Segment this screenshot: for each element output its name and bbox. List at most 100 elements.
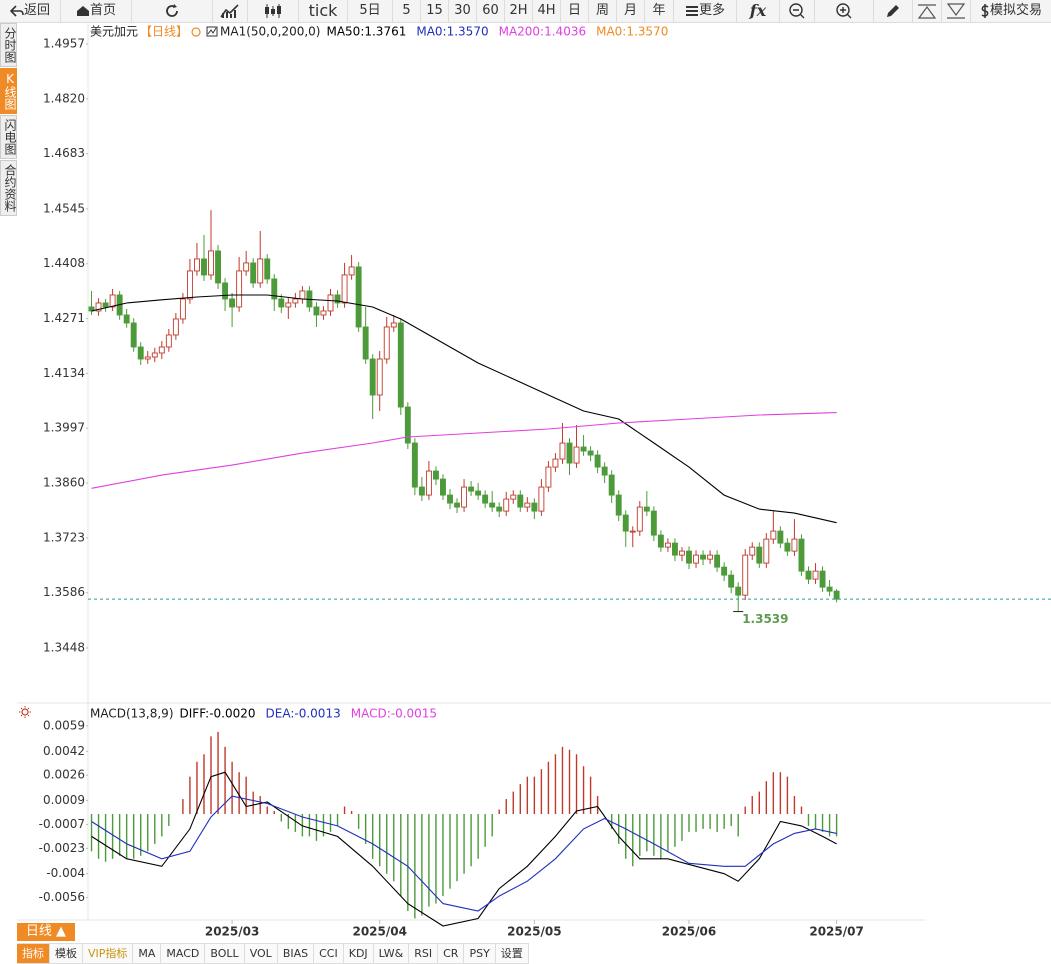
more-button[interactable]: 更多 — [674, 0, 737, 22]
icon — [166, 3, 178, 17]
indicator-tab[interactable]: PSY — [464, 943, 496, 964]
back-button[interactable]: 返回 — [0, 0, 61, 22]
period-button[interactable]: 周 — [589, 0, 617, 22]
indicator-tab[interactable]: RSI — [409, 943, 439, 964]
period-tick[interactable]: tick — [299, 0, 348, 22]
chart-type-button[interactable] — [213, 0, 248, 22]
indicator-line — [91, 795, 837, 912]
period-button[interactable]: 2H — [505, 0, 533, 22]
candle-body — [496, 506, 503, 512]
candle-body — [425, 470, 432, 496]
tab-contract[interactable]: 合约资料 — [0, 160, 17, 216]
indicator-tab[interactable]: LW& — [373, 943, 410, 964]
candle-body — [172, 318, 179, 336]
x-tick-label: 2025/05 — [507, 925, 561, 939]
candle-body — [770, 530, 777, 540]
candle-body — [440, 478, 446, 496]
y-tick-label: -0.0023 — [39, 841, 85, 855]
period-button[interactable]: 30 — [449, 0, 477, 22]
tab-timeshare[interactable]: 分时图 — [0, 23, 17, 67]
label: 更多 — [698, 3, 725, 18]
period: 【日线】 — [140, 25, 188, 39]
candle-body — [538, 486, 545, 512]
icon — [265, 3, 281, 18]
icon — [887, 4, 899, 17]
icon — [981, 3, 989, 18]
candle-body — [285, 302, 292, 308]
legend-entry: MA0:1.3570 — [416, 25, 488, 39]
period-button[interactable]: 日 — [561, 0, 589, 22]
period-button[interactable]: 60 — [477, 0, 505, 22]
up-button[interactable] — [913, 0, 942, 22]
zoom-in[interactable] — [815, 0, 874, 22]
candle-body — [158, 346, 165, 354]
period-button[interactable]: 月 — [617, 0, 645, 22]
zoom-out[interactable] — [780, 0, 815, 22]
indicator-tab[interactable]: MACD — [161, 943, 206, 964]
candle-body — [587, 450, 594, 456]
label: 5日 — [359, 3, 381, 18]
indicator-tab[interactable]: 模板 — [50, 943, 83, 964]
candle-body — [594, 454, 601, 468]
candle-body — [735, 586, 742, 596]
candle-body — [636, 506, 643, 532]
refresh-button[interactable] — [132, 0, 213, 22]
indicator-tab[interactable]: CCI — [314, 943, 344, 964]
y-tick-label: -0.0007 — [39, 817, 85, 831]
indicator-tab[interactable]: VIP指标 — [83, 943, 134, 964]
indicator-tab[interactable]: CR — [438, 943, 465, 964]
candle-body — [369, 358, 376, 396]
indicator-tab[interactable]: BIAS — [277, 943, 315, 964]
label: 日 — [567, 3, 581, 18]
y-tick-label: 0.0009 — [43, 793, 85, 807]
indicator-tab[interactable]: 设置 — [495, 943, 529, 964]
candle-body — [650, 510, 657, 536]
indicator-tab[interactable]: BOLL — [205, 943, 245, 964]
candle-body — [700, 554, 707, 560]
candle-body — [812, 570, 819, 580]
indicator-tab[interactable]: VOL — [244, 943, 278, 964]
candle-body — [721, 566, 728, 576]
period-5d[interactable]: 5日 — [348, 0, 393, 22]
candle-button[interactable] — [248, 0, 299, 22]
chart: 1.4957 1.4820 1.4683 1.4545 1.4408 1.4271 1.41… — [17, 23, 1051, 939]
period-button[interactable]: 4H — [533, 0, 561, 22]
indicator-tab[interactable]: MA — [133, 943, 162, 964]
macd-settings-icon[interactable] — [19, 706, 31, 718]
candle-body — [693, 554, 699, 564]
candle-body — [299, 290, 306, 300]
indicator-tab[interactable]: 指标 — [17, 943, 50, 964]
candle-body — [411, 442, 418, 488]
period-selector[interactable]: 日线 ▲ — [17, 923, 75, 941]
y-tick-label: 1.3448 — [43, 640, 85, 654]
home-button[interactable]: 首页 — [61, 0, 132, 22]
down-button[interactable] — [942, 0, 971, 22]
sim-trade[interactable]: 模拟交易 — [971, 0, 1051, 22]
tab-flash[interactable]: 闪电图 — [0, 115, 17, 159]
indicator-tab[interactable]: KDJ — [343, 943, 374, 964]
period-button[interactable]: 年 — [645, 0, 674, 22]
icon — [220, 3, 239, 18]
y-tick-label: 1.4957 — [43, 37, 85, 51]
period-button[interactable]: 5 — [393, 0, 421, 22]
x-tick-label: 2025/07 — [809, 925, 863, 939]
y-tick-label: -0.004 — [46, 866, 85, 880]
y-tick-label: 1.4408 — [43, 256, 85, 270]
candle-body — [714, 554, 721, 568]
candle-body — [503, 498, 510, 512]
period-button[interactable]: 15 — [421, 0, 449, 22]
label: 2H — [509, 3, 528, 18]
low-label: 1.3539 — [742, 612, 788, 626]
y-tick-label: 0.0026 — [43, 768, 85, 782]
candle-body — [475, 490, 482, 496]
candle-body — [327, 294, 334, 312]
x-tick-label: 2025/06 — [662, 925, 716, 939]
draw-button[interactable] — [874, 0, 913, 22]
candle-body — [559, 442, 566, 460]
icon — [946, 2, 966, 19]
formula-button[interactable]: fx — [737, 0, 780, 22]
candle-body — [777, 530, 784, 544]
icon — [9, 4, 24, 17]
y-tick-label: 1.4545 — [43, 201, 85, 215]
tab-kline[interactable]: K线图 — [0, 68, 17, 114]
